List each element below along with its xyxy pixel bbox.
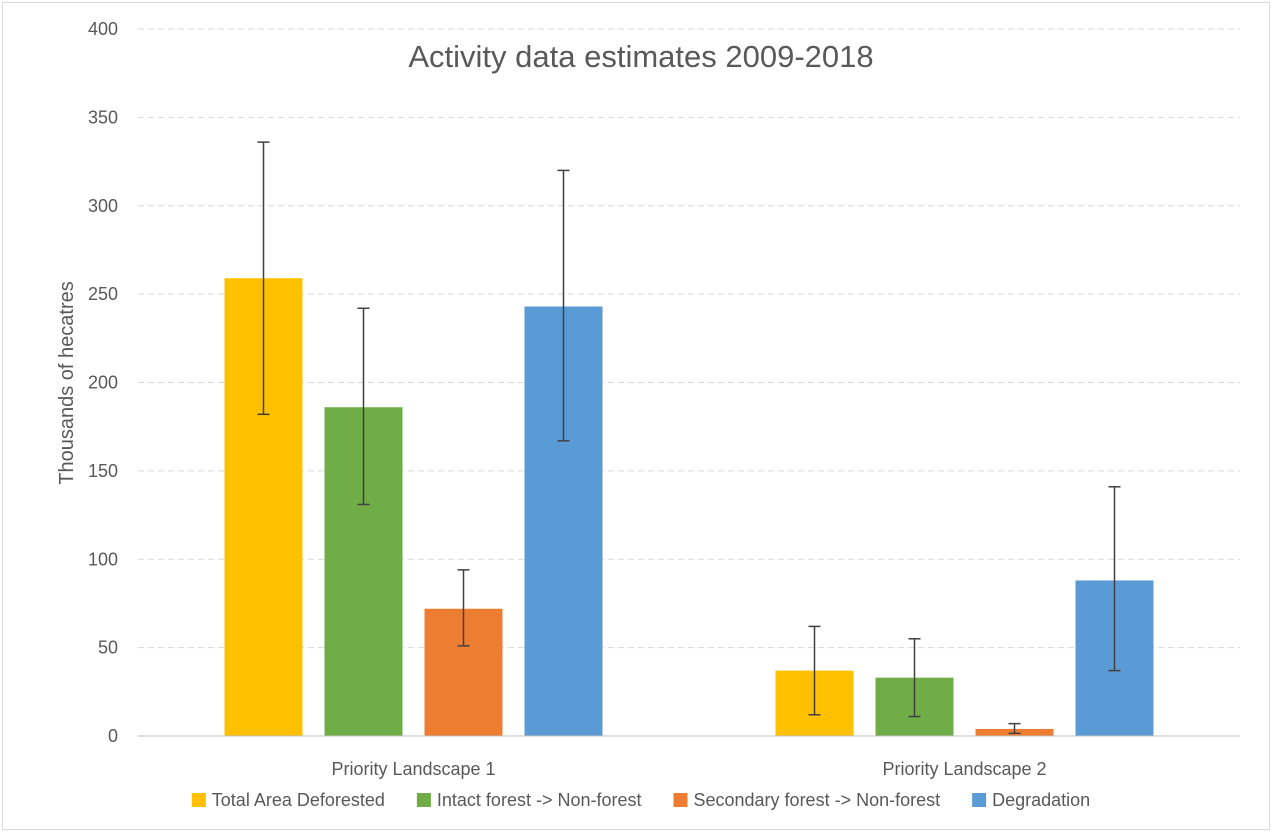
error-bar [808, 625, 821, 716]
y-tick-label: 50 [98, 638, 118, 658]
error-bar [257, 141, 270, 416]
y-tick-label: 250 [88, 284, 118, 304]
y-tick-label: 200 [88, 373, 118, 393]
legend: Total Area Deforested Intact forest -> No… [191, 790, 1090, 810]
legend-label: Intact forest -> Non-forest [437, 790, 642, 810]
error-bar [1008, 722, 1021, 735]
axes: 0 50 100 150 200 250 300 350 400 Priority Landsca… [88, 19, 1240, 779]
gridlines [138, 28, 1240, 649]
y-tick-label: 150 [88, 461, 118, 481]
chart-title: Activity data estimates 2009-2018 [408, 39, 873, 74]
y-tick-label: 0 [108, 726, 118, 746]
legend-swatch [416, 793, 431, 807]
y-tick-label: 100 [88, 549, 118, 569]
y-axis-label: Thousands of hecatres [56, 281, 78, 484]
y-tick-label: 400 [88, 19, 118, 39]
legend-swatch [673, 793, 688, 807]
x-category-label: Priority Landscape 2 [882, 759, 1046, 779]
legend-swatch [191, 793, 206, 807]
error-bar [908, 638, 921, 718]
error-bar [1108, 486, 1121, 672]
y-tick-label: 350 [88, 107, 118, 127]
legend-label: Secondary forest -> Non-forest [694, 790, 941, 810]
bars [224, 141, 1154, 736]
y-tick-label: 300 [88, 196, 118, 216]
error-bar [457, 569, 470, 647]
x-category-label: Priority Landscape 1 [331, 759, 495, 779]
error-bar [357, 307, 370, 506]
legend-label: Degradation [992, 790, 1090, 810]
legend-label: Total Area Deforested [212, 790, 385, 810]
legend-swatch [972, 793, 987, 807]
error-bar [557, 169, 570, 442]
